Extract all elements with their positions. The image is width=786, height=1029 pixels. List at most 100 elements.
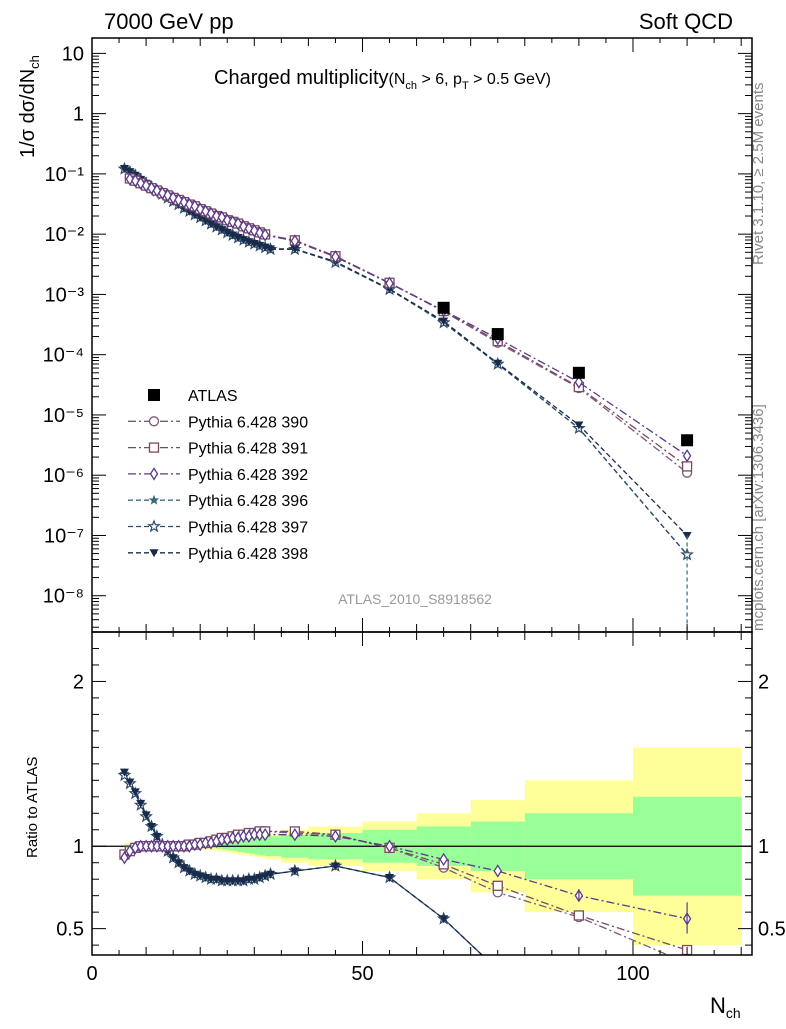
data-point [573, 910, 585, 921]
data-point [184, 867, 194, 876]
ratio-y-tick-label-right: 0.5 [758, 919, 786, 941]
y-tick-label: 10⁻⁷ [44, 525, 84, 547]
main-ylabel-main: 1/σ dσ/dN [17, 69, 39, 158]
y-tick-label: 10 [62, 43, 84, 65]
data-point [238, 236, 248, 245]
data-point [168, 854, 178, 863]
series-pythia-6-428-392 [125, 172, 692, 463]
data-point [228, 215, 237, 229]
data-point [385, 276, 394, 291]
main-ylabel-sub: ch [27, 55, 42, 69]
data-point [201, 217, 211, 226]
data-point [152, 832, 162, 841]
chart-title-sub-end: > 0.5 GeV) [469, 71, 551, 88]
data-point [493, 864, 503, 878]
data-point [681, 461, 693, 472]
chart-title-sub-t: T [462, 80, 469, 92]
data-point [266, 245, 276, 254]
data-point [439, 317, 449, 326]
data-point [491, 328, 504, 341]
data-point [119, 164, 129, 173]
ratio-series-group [92, 768, 752, 955]
data-point [148, 416, 160, 427]
chart-title-sub: (N [389, 71, 406, 88]
ratio-y-tick-label-left: 2 [73, 671, 84, 693]
legend-label: Pythia 6.428 396 [188, 493, 308, 510]
x-tick-label: 0 [86, 963, 97, 985]
data-point [149, 549, 159, 558]
rivet-label: Rivet 3.1.10, ≥ 2.5M events [750, 83, 767, 266]
legend-label: ATLAS [188, 388, 238, 405]
x-axis-label-sub: ch [726, 1005, 741, 1021]
x-axis-label-main: N [710, 993, 726, 1018]
y-tick-label: 10⁻⁵ [43, 405, 84, 427]
data-point [260, 827, 270, 842]
x-axis-label: Nch [710, 993, 741, 1021]
main-frame [91, 37, 753, 633]
ratio-series-pythia-6-428-398 [119, 768, 483, 955]
data-point [266, 870, 276, 879]
data-point [681, 434, 694, 447]
y-tick-label: 10⁻³ [45, 284, 85, 306]
ratio-frame [91, 631, 753, 956]
chart-title-sub-mid: > 6, p [417, 71, 462, 88]
data-point [682, 449, 692, 463]
data-point [260, 228, 270, 242]
axes-group: 0 50 100 10⁻⁸ 10⁻⁷ 10⁻⁶ 10⁻⁵ 10⁻⁴ 10⁻³ 10⁻² 10⁻¹ 1 1… [43, 37, 786, 985]
legend-entry: ATLAS [148, 388, 238, 405]
data-point [492, 880, 503, 891]
data-point [290, 867, 300, 876]
legend-label: Pythia 6.428 391 [188, 441, 308, 458]
data-point [149, 467, 159, 481]
data-point [249, 875, 259, 884]
data-point [290, 245, 300, 254]
y-tick-label: 10⁻⁸ [43, 586, 84, 608]
data-point [125, 778, 135, 787]
data-point [255, 874, 265, 883]
legend-entry: Pythia 6.428 392 [128, 467, 308, 484]
energy-label: 7000 GeV pp [104, 9, 234, 34]
data-point [185, 197, 194, 212]
data-point [385, 874, 395, 883]
data-point [125, 172, 135, 186]
main-series-group [117, 161, 694, 632]
legend-entry: Pythia 6.428 397 [128, 519, 308, 537]
data-point [331, 829, 340, 844]
legend-entry: Pythia 6.428 396 [128, 493, 308, 510]
data-point [330, 862, 340, 871]
data-point [130, 788, 140, 797]
data-point [385, 839, 394, 853]
series-atlas [437, 301, 694, 447]
y-tick-label: 10⁻⁴ [43, 345, 84, 367]
data-point [120, 851, 129, 865]
x-tick-label: 100 [616, 963, 649, 985]
y-tick-label: 10⁻² [45, 224, 85, 246]
ratio-y-tick-label-left: 1 [73, 836, 84, 858]
process-label: Soft QCD [639, 9, 733, 34]
data-point [239, 219, 248, 234]
legend: ATLAS Pythia 6.428 390 Pythia 6.428 391 Pyt… [128, 388, 308, 563]
data-point [437, 301, 450, 314]
data-point [179, 864, 189, 873]
legend-label: Pythia 6.428 397 [188, 520, 308, 537]
data-point [147, 519, 161, 533]
data-point [574, 421, 584, 430]
data-point [238, 877, 248, 886]
chart-title-main: Charged multiplicity [214, 67, 389, 89]
data-point [228, 231, 238, 240]
data-point [206, 220, 216, 229]
data-point [212, 209, 221, 223]
chart-title-sub-ch: ch [405, 80, 417, 92]
ratio-series-pythia-6-428-392 [120, 827, 692, 926]
data-point [290, 827, 300, 842]
data-point [574, 375, 584, 389]
data-point [493, 359, 503, 368]
data-point [572, 366, 585, 379]
data-point [222, 213, 232, 227]
mcplots-label: mcplots.cern.ch [arXiv:1306.3436] [750, 404, 767, 631]
ratio-ylabel: Ratio to ATLAS [24, 757, 41, 858]
data-point [211, 223, 221, 232]
legend-entry: Pythia 6.428 398 [128, 546, 308, 563]
data-point [119, 768, 129, 777]
